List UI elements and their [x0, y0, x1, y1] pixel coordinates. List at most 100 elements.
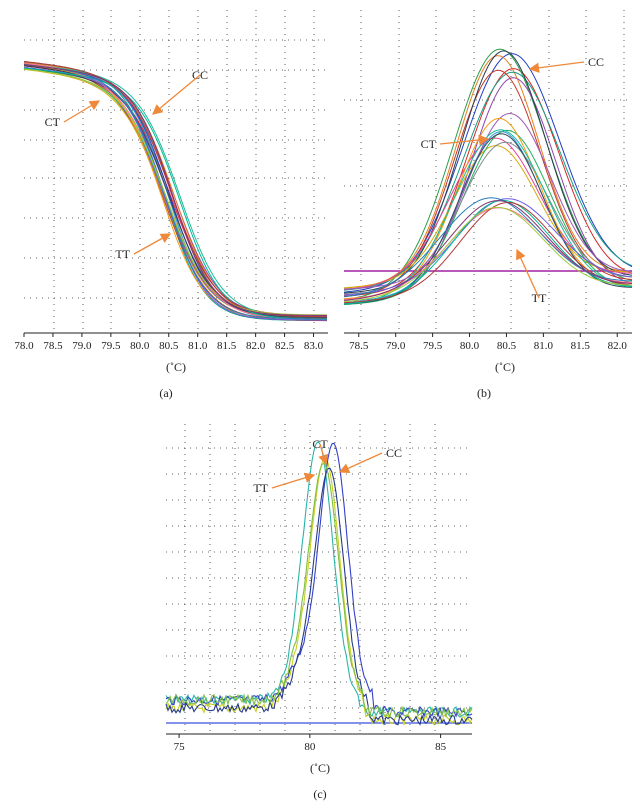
deriv-curve-b: [343, 200, 633, 301]
deriv-curve-c: [165, 457, 473, 726]
b-tick-label: 80.0: [460, 340, 480, 352]
melt-curve-a: [23, 61, 327, 322]
melt-curve-a: [23, 63, 327, 320]
melt-curve-a: [23, 62, 327, 318]
b-annotation-tt: TT: [532, 291, 547, 305]
deriv-curve-c: [165, 440, 473, 718]
melt-curve-a: [23, 67, 327, 320]
a-arrow-ct: [63, 100, 101, 123]
x-axis-unit-c: (˚C): [310, 761, 330, 775]
b-arrow-cc: [528, 61, 585, 73]
b-arrow-tt: [516, 248, 540, 299]
x-axis-unit-b: (˚C): [495, 360, 515, 374]
c-tick-label: 75: [174, 741, 186, 753]
a-arrow-cc: [151, 74, 201, 115]
b-annotation-ct: CT: [421, 137, 437, 151]
b-tick-label: 78.5: [349, 340, 369, 352]
melt-curve-a: [23, 63, 327, 318]
a-tick-label: 79.0: [72, 340, 92, 352]
deriv-curve-b: [343, 71, 633, 291]
melt-curve-a: [23, 64, 327, 320]
deriv-curve-b: [343, 48, 633, 301]
b-tick-label: 79.5: [423, 340, 443, 352]
b-tick-label: 81.0: [534, 340, 554, 352]
melt-curve-a: [23, 63, 327, 320]
deriv-curve-b: [343, 53, 633, 293]
deriv-curve-b: [343, 50, 633, 294]
melt-curve-a: [23, 61, 327, 319]
melt-curve-a: [23, 65, 327, 316]
melt-curve-a: [23, 63, 327, 317]
a-tick-label: 83.0: [304, 340, 324, 352]
melt-curve-a: [23, 62, 328, 320]
a-annotation-tt: TT: [115, 247, 130, 261]
a-tick-label: 80.5: [159, 340, 179, 352]
deriv-curve-b: [343, 145, 632, 289]
c-tick-label: 80: [304, 741, 316, 753]
melt-curve-a: [23, 68, 327, 318]
a-tick-label: 79.5: [101, 340, 121, 352]
c-tick-label: 85: [435, 741, 447, 753]
deriv-curve-c: [165, 442, 473, 719]
x-ticks-a: 78.0 78.5 79.0 79.5 80.0 80.5 81.0 81.5 82.0 82.5…: [14, 333, 324, 352]
melt-curve-a: [23, 68, 327, 316]
melt-curve-a: [23, 64, 328, 322]
deriv-curve-b: [343, 77, 633, 304]
a-tick-label: 81.5: [217, 340, 237, 352]
c-annotation-cc: CC: [386, 446, 402, 460]
a-tick-label: 78.0: [14, 340, 34, 352]
a-annotation-ct: CT: [45, 115, 61, 129]
a-tick-label: 81.0: [188, 340, 208, 352]
melt-curve-a: [23, 64, 328, 316]
deriv-curve-b: [343, 129, 633, 305]
chart-panel-a: 78.0 78.5 79.0 79.5 80.0 80.5 81.0 81.5 82.0 82.5…: [14, 10, 328, 400]
grid-a: [24, 10, 328, 333]
x-ticks-b: 78.5 79.0 79.5 80.0 80.5 81.0 81.5 82.0: [349, 333, 627, 352]
melt-curve-a: [23, 63, 327, 318]
c-arrow-tt: [271, 472, 316, 489]
b-tick-label: 80.5: [497, 340, 517, 352]
x-axis-unit-a: (˚C): [166, 360, 186, 374]
panel-label-c: (c): [313, 787, 326, 801]
b-arrow-ct: [439, 134, 490, 146]
melt-curve-a: [23, 68, 328, 319]
melt-curve-a: [23, 67, 328, 319]
annotations-b: CC CT TT: [421, 55, 604, 305]
deriv-curve-b: [343, 206, 633, 303]
grid-c: [166, 424, 472, 734]
a-tick-label: 78.5: [43, 340, 63, 352]
melt-curve-a: [23, 66, 327, 321]
deriv-curve-b: [343, 129, 633, 306]
curves-a: [23, 61, 328, 322]
c-arrow-cc: [338, 452, 383, 473]
a-tick-label: 82.5: [275, 340, 295, 352]
deriv-curve-b: [343, 55, 633, 289]
panel-label-a: (a): [159, 386, 172, 400]
b-tick-label: 82.0: [608, 340, 628, 352]
deriv-curve-b: [343, 198, 633, 296]
a-tick-label: 82.0: [246, 340, 266, 352]
curves-b: [343, 48, 633, 306]
a-arrow-tt: [133, 233, 172, 255]
deriv-curve-b: [343, 201, 633, 304]
chart-panel-b: 78.5 79.0 79.5 80.0 80.5 81.0 81.5 82.0 (˚C) (b…: [343, 10, 633, 400]
deriv-curve-c: [165, 462, 473, 719]
c-annotation-tt: TT: [253, 481, 268, 495]
b-tick-label: 79.0: [386, 340, 406, 352]
b-annotation-cc: CC: [588, 55, 604, 69]
curves-c: [165, 440, 473, 726]
b-tick-label: 81.5: [571, 340, 591, 352]
melt-curve-a: [23, 62, 327, 319]
panel-label-b: (b): [477, 386, 491, 400]
melt-curve-a: [23, 65, 327, 320]
melt-curve-a: [23, 64, 327, 316]
melt-curve-a: [23, 63, 327, 316]
x-ticks-c: 75 80 85: [174, 734, 447, 753]
c-arrow-ct: [318, 443, 329, 466]
deriv-curve-c: [165, 467, 473, 726]
a-tick-label: 80.0: [130, 340, 150, 352]
